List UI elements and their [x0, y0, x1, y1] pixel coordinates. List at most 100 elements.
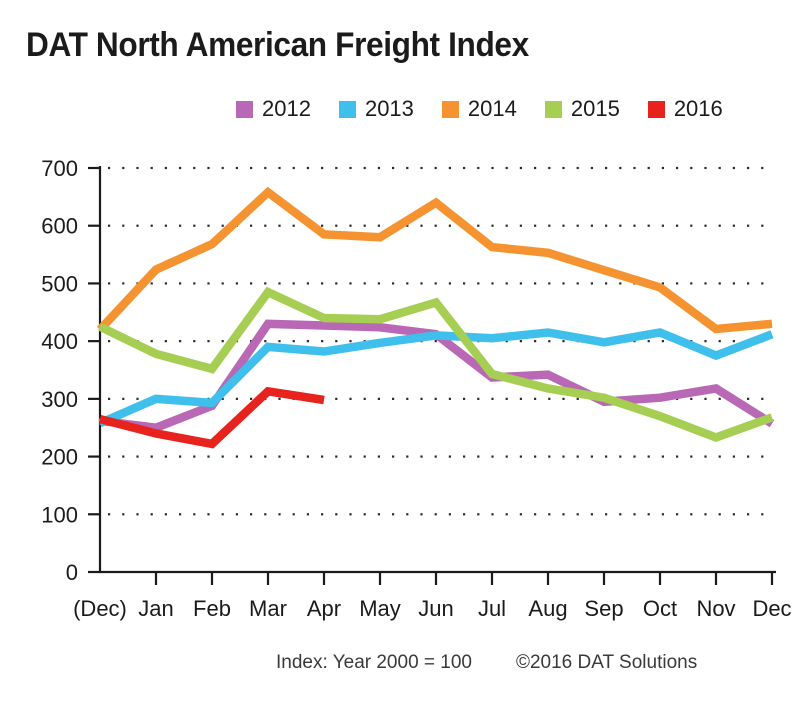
gridline-dot [250, 166, 253, 170]
y-tick-label: 700 [41, 156, 78, 181]
legend-label: 2014 [467, 96, 517, 121]
gridline-dot [676, 282, 679, 285]
y-tick-label: 300 [41, 387, 78, 412]
gridline-dot [278, 513, 281, 516]
series-line-2016[interactable] [98, 386, 325, 449]
legend-label: 2016 [673, 96, 723, 121]
gridline-dot [207, 513, 210, 516]
series-line-2013[interactable] [98, 328, 774, 427]
gridline-dot [420, 397, 423, 400]
chart-legend: 2012 2013 2014 2015 2016 [236, 98, 723, 120]
gridline-dot [434, 224, 437, 227]
gridline-dot [292, 455, 295, 458]
gridline-dot [619, 455, 622, 458]
gridline-dot [108, 340, 111, 343]
gridline-dot [562, 455, 565, 458]
gridline-dot [519, 282, 522, 285]
gridline-dot [349, 397, 352, 400]
gridline-dot [463, 282, 466, 285]
gridline-dot [690, 513, 693, 516]
gridline-dot [477, 224, 480, 227]
series-line-2014[interactable] [96, 186, 773, 334]
gridline-dot [576, 224, 579, 227]
gridline-dot [605, 224, 608, 227]
gridline-dot [392, 166, 395, 170]
gridline-dot [491, 513, 494, 516]
gridline-dot [505, 340, 508, 343]
gridline-dot [747, 455, 750, 458]
gridline-dot [278, 340, 281, 343]
gridline-dot [463, 166, 466, 170]
gridline-dot [661, 166, 664, 170]
legend-item-2014[interactable]: 2014 [441, 96, 517, 121]
legend-item-2012[interactable]: 2012 [236, 98, 311, 120]
gridline-dot [264, 455, 267, 458]
gridline-dot [548, 397, 551, 400]
gridline-dot [207, 455, 210, 458]
x-tick-label: (Dec) [73, 596, 127, 621]
gridline-dot [193, 282, 196, 285]
gridline-dot [406, 166, 409, 170]
gridline-dot [590, 513, 593, 516]
gridline-dot [491, 397, 494, 400]
gridline-dot [122, 513, 125, 516]
gridline-dot [534, 340, 537, 343]
gridline-dot [392, 397, 395, 400]
series-line-2015[interactable] [98, 286, 774, 443]
gridline-dot [434, 513, 437, 516]
gridline-dot [278, 397, 281, 400]
gridline-dot [136, 455, 139, 458]
legend-item-2013[interactable]: 2013 [338, 98, 414, 120]
y-tick-label: 100 [41, 502, 78, 527]
gridline-dot [150, 224, 153, 227]
copyright-note: ©2016 DAT Solutions [515, 652, 698, 673]
gridline-dot [221, 513, 224, 516]
gridline-dot [179, 166, 182, 170]
gridline-dot [122, 166, 125, 170]
x-tick-label: Oct [643, 596, 677, 621]
gridline-dot [349, 166, 352, 170]
gridline-dot [221, 397, 224, 400]
gridline-dot [150, 340, 153, 343]
gridline-dot [122, 224, 125, 227]
gridline-dot [519, 340, 522, 343]
gridline-dot [235, 455, 238, 458]
legend-item-2016[interactable]: 2016 [647, 96, 723, 121]
gridline-dot [562, 166, 565, 170]
gridline-dot [122, 282, 125, 285]
gridline-dot [647, 224, 650, 227]
gridline-dot [207, 166, 210, 170]
gridline-dot [505, 397, 508, 400]
gridline-dot [363, 397, 366, 400]
gridline-dot [519, 455, 522, 458]
gridline-dot [690, 282, 693, 285]
gridline-dot [264, 224, 267, 227]
gridline-dot [193, 166, 196, 170]
gridline-dot [548, 166, 551, 170]
gridline-dot [534, 397, 537, 400]
gridline-dot [633, 455, 636, 458]
gridline-dot [491, 455, 494, 458]
gridline-dot [747, 282, 750, 285]
gridline-dot [661, 282, 664, 285]
gridline-dot [718, 166, 721, 170]
gridline-dot [519, 397, 522, 400]
gridline-dot [505, 224, 508, 227]
gridline-dot [377, 282, 380, 285]
gridline-dot [448, 224, 451, 227]
gridline-dot [690, 397, 693, 400]
gridline-dot [150, 455, 153, 458]
x-tick-label: Mar [249, 596, 287, 621]
gridline-dot [363, 513, 366, 516]
gridline-dot [420, 455, 423, 458]
gridline-dot [150, 282, 153, 285]
gridline-dot [718, 513, 721, 516]
gridline-dot [335, 455, 338, 458]
y-tick-label: 600 [41, 214, 78, 239]
gridline-dot [193, 340, 196, 343]
gridline-dot [406, 224, 409, 227]
gridline-dot [406, 455, 409, 458]
legend-item-2015[interactable]: 2015 [544, 98, 620, 120]
gridline-dot [164, 513, 167, 516]
gridline-dot [349, 224, 352, 227]
